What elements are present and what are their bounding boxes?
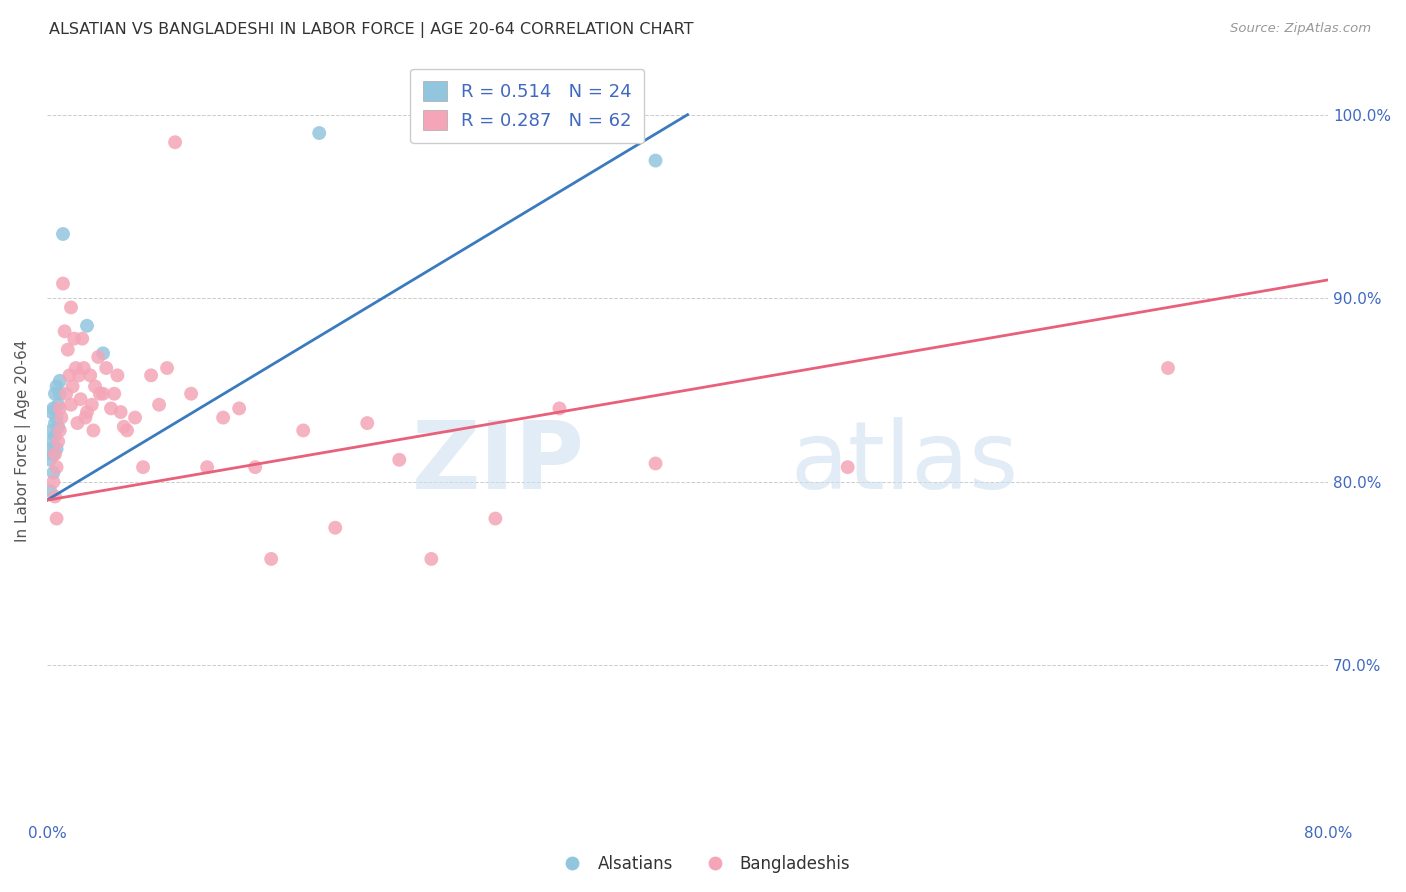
Point (107, 368, 129, 383)
Point (46, 419, 69, 434)
Point (165, 135, 187, 149)
Point (484, 511, 506, 525)
Point (41, 434, 63, 449)
Point (82, 424, 104, 438)
Point (55, 386, 77, 401)
Point (41, 405, 63, 419)
Point (100, 401, 122, 416)
Point (323, 521, 346, 535)
Point (46, 434, 69, 449)
Point (51, 410, 73, 425)
Point (260, 552, 283, 566)
Point (96, 361, 118, 376)
Legend: R = 0.514   N = 24, R = 0.287   N = 62: R = 0.514 N = 24, R = 0.287 N = 62 (411, 69, 644, 143)
Point (58, 368, 80, 383)
Point (63, 332, 86, 346)
Point (91, 386, 114, 401)
Point (45, 379, 67, 393)
Point (548, 401, 571, 416)
Point (132, 460, 155, 475)
Legend: Alsatians, Bangladeshis: Alsatians, Bangladeshis (550, 848, 856, 880)
Point (45, 511, 67, 525)
Point (49, 374, 72, 388)
Point (292, 424, 315, 438)
Point (44, 429, 66, 443)
Point (49, 401, 72, 416)
Point (52, 277, 75, 291)
Point (44, 386, 66, 401)
Point (42, 475, 65, 489)
Point (41, 424, 63, 438)
Point (62, 379, 84, 393)
Point (79, 368, 101, 383)
Point (42, 447, 65, 461)
Point (103, 386, 125, 401)
Point (124, 410, 146, 425)
Text: ZIP: ZIP (412, 417, 585, 509)
Point (70, 332, 93, 346)
Point (139, 368, 162, 383)
Point (228, 401, 250, 416)
Text: ALSATIAN VS BANGLADESHI IN LABOR FORCE | AGE 20-64 CORRELATION CHART: ALSATIAN VS BANGLADESHI IN LABOR FORCE |… (49, 22, 693, 38)
Point (644, 153, 666, 168)
Point (112, 419, 135, 434)
Point (49, 424, 72, 438)
Point (53, 324, 76, 338)
Point (39, 483, 62, 498)
Point (156, 361, 179, 376)
Point (46, 398, 69, 412)
Point (195, 460, 218, 475)
Point (80, 398, 103, 412)
Point (420, 552, 443, 566)
Point (308, 126, 330, 140)
Point (212, 410, 235, 425)
Point (45, 410, 67, 425)
Point (39, 452, 62, 467)
Point (75, 410, 97, 425)
Point (84, 379, 107, 393)
Text: atlas: atlas (790, 417, 1018, 509)
Point (45, 442, 67, 456)
Point (356, 416, 378, 430)
Point (45, 460, 67, 475)
Point (837, 460, 859, 475)
Point (52, 227, 75, 241)
Point (59, 301, 82, 315)
Point (49, 386, 72, 401)
Point (56, 343, 79, 357)
Point (67, 368, 90, 383)
Point (44, 490, 66, 504)
Point (69, 392, 91, 407)
Point (59, 398, 82, 412)
Point (42, 401, 65, 416)
Text: Source: ZipAtlas.com: Source: ZipAtlas.com (1230, 22, 1371, 36)
Point (115, 424, 138, 438)
Point (73, 361, 96, 376)
Point (148, 398, 170, 412)
Point (76, 318, 98, 333)
Point (44, 447, 66, 461)
Point (65, 361, 87, 376)
Point (243, 460, 266, 475)
Point (180, 386, 202, 401)
Point (42, 466, 65, 480)
Point (89, 386, 111, 401)
Point (1157, 361, 1180, 376)
Point (87, 350, 110, 364)
Point (91, 346, 114, 360)
Point (110, 405, 132, 419)
Point (76, 405, 98, 419)
Point (388, 452, 411, 467)
Point (644, 457, 666, 471)
Y-axis label: In Labor Force | Age 20-64: In Labor Force | Age 20-64 (15, 339, 31, 541)
Point (44, 416, 66, 430)
Point (41, 442, 63, 456)
Point (66, 416, 89, 430)
